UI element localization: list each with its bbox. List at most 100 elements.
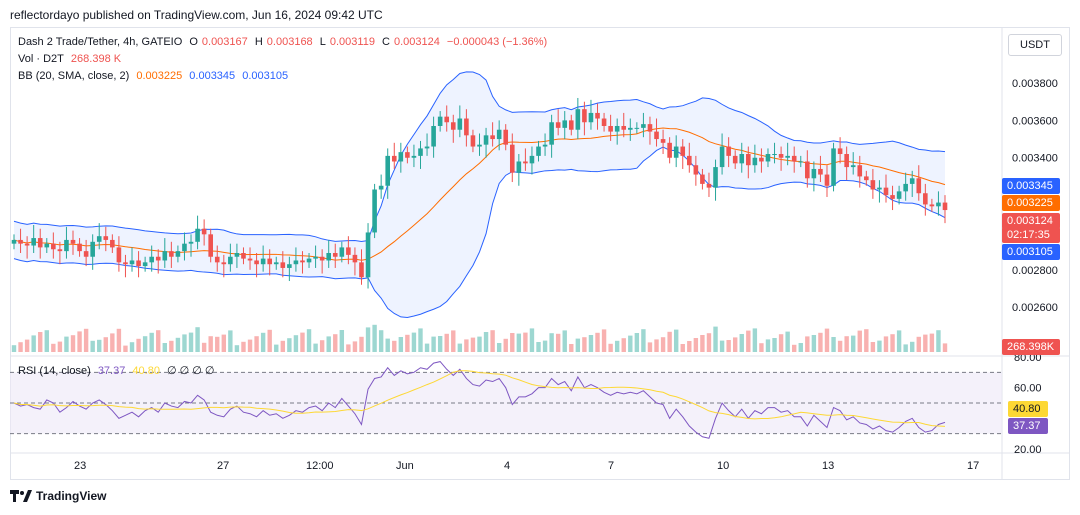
- candle-body: [424, 146, 430, 149]
- volume-bar: [431, 336, 436, 352]
- volume-bar: [824, 328, 830, 352]
- candle-body: [228, 256, 233, 265]
- volume-bar: [864, 329, 869, 352]
- candle-body: [542, 144, 548, 147]
- candle-body: [890, 195, 895, 199]
- candle-body: [536, 146, 541, 156]
- volume-bar: [641, 329, 646, 352]
- volume-bar: [221, 334, 227, 352]
- volume-bar: [772, 338, 777, 352]
- candle-body: [96, 236, 102, 242]
- volume-value: 268.398 K: [70, 53, 122, 65]
- volume-bar: [359, 336, 364, 352]
- bb-basis-pill: 0.003225: [1002, 195, 1060, 211]
- bb-legend: BB (20, SMA, close, 2) 0.003225 0.003345…: [18, 70, 292, 82]
- bb-lower-line: [13, 146, 946, 319]
- candle-body: [654, 131, 659, 140]
- volume-bar: [719, 340, 725, 352]
- volume-bar: [201, 342, 207, 352]
- candle-body: [732, 155, 738, 164]
- volume-bar: [260, 332, 266, 352]
- volume-bar: [857, 330, 862, 352]
- volume-bar: [916, 336, 921, 352]
- symbol-legend: Dash 2 Trade/Tether, 4h, GATEIO O 0.00316…: [18, 36, 551, 48]
- volume-bar: [77, 331, 82, 352]
- symbol-name: Dash 2 Trade/Tether, 4h, GATEIO: [18, 36, 183, 48]
- currency-button[interactable]: USDT: [1008, 34, 1062, 56]
- volume-bar: [549, 333, 554, 352]
- candle-body: [365, 232, 371, 278]
- low-label: L: [319, 36, 326, 48]
- volume-bar: [529, 328, 535, 352]
- candle-body: [332, 253, 338, 257]
- rsi-tick-label: 80.00: [1014, 352, 1042, 364]
- volume-bar: [365, 327, 371, 352]
- volume-bar: [38, 332, 43, 352]
- candle-body: [123, 262, 128, 265]
- volume-bar: [542, 340, 548, 352]
- x-tick-label: 10: [717, 460, 729, 472]
- volume-bar: [785, 331, 790, 352]
- candle-body: [555, 122, 561, 128]
- candle-body: [660, 139, 666, 143]
- candle-body: [287, 264, 292, 268]
- tradingview-logo[interactable]: TradingView: [10, 489, 106, 503]
- volume-bar: [654, 339, 659, 352]
- candle-body: [44, 243, 50, 248]
- volume-bar: [896, 330, 902, 352]
- volume-bar: [483, 332, 489, 352]
- candle-body: [464, 118, 469, 136]
- candle-body: [726, 146, 731, 156]
- volume-bar: [182, 334, 187, 352]
- candle-body: [136, 260, 141, 267]
- volume-bar: [470, 337, 476, 352]
- price-tick-label: 0.002800: [1012, 265, 1058, 277]
- volume-bar: [392, 340, 397, 352]
- candle-body: [24, 243, 30, 246]
- candle-body: [273, 262, 279, 265]
- rsi-ma-value: 40.80: [132, 365, 160, 377]
- candle-body: [477, 144, 482, 147]
- volume-bar: [234, 345, 240, 352]
- candle-body: [182, 243, 187, 252]
- volume-bar: [424, 343, 430, 352]
- candle-body: [339, 247, 345, 257]
- candle-body: [83, 251, 89, 257]
- last-price-pill: 0.003124: [1002, 213, 1060, 229]
- candle-body: [90, 241, 95, 257]
- volume-bar: [274, 344, 279, 352]
- volume-bar: [883, 336, 889, 352]
- volume-bar: [700, 335, 705, 352]
- volume-bar: [923, 334, 928, 352]
- candle-body: [621, 125, 627, 130]
- x-tick-label: 12:00: [306, 460, 334, 472]
- candle-body: [483, 135, 489, 145]
- candle-body: [398, 152, 404, 162]
- chart-canvas[interactable]: 0.0040000.0038000.0036000.0034000.002800…: [10, 27, 1070, 480]
- volume-bar: [188, 332, 194, 352]
- volume-bar: [411, 332, 417, 352]
- high-value: 0.003168: [266, 36, 313, 48]
- candle-body: [162, 251, 168, 261]
- candle-body: [903, 183, 908, 192]
- candle-body: [110, 239, 115, 248]
- price-tick-label: 0.003800: [1012, 78, 1058, 90]
- candle-body: [805, 161, 810, 179]
- x-tick-label: Jun: [396, 460, 414, 472]
- candle-body: [149, 256, 154, 263]
- candle-body: [267, 258, 272, 265]
- candle-body: [496, 129, 502, 140]
- low-value: 0.003119: [329, 36, 375, 48]
- candle-body: [188, 241, 194, 244]
- candle-body: [791, 155, 797, 162]
- volume-bar: [818, 332, 823, 352]
- bb-lower-value: 0.003105: [242, 70, 289, 82]
- volume-bar: [805, 336, 810, 352]
- candle-body: [719, 146, 725, 168]
- volume-bar: [208, 336, 213, 352]
- volume-bar: [162, 343, 167, 352]
- candle-body: [214, 256, 220, 263]
- x-tick-label: 17: [967, 460, 979, 472]
- bb-fill: [14, 71, 945, 318]
- x-tick-label: 4: [504, 460, 510, 472]
